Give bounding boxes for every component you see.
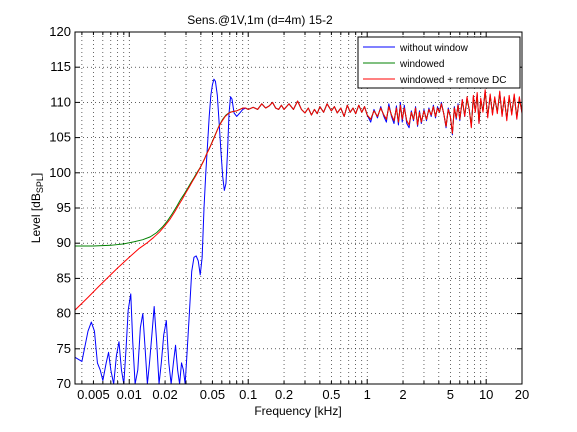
x-tick-label: 0.05	[200, 387, 225, 402]
x-tick-label: 2	[399, 387, 406, 402]
x-tick-label: 1	[364, 387, 371, 402]
y-tick-label: 80	[57, 306, 71, 321]
legend: without window windowed windowed + remove …	[357, 36, 521, 89]
y-tick-label: 110	[50, 94, 71, 109]
series-line-3	[75, 89, 522, 311]
chart-title: Sens.@1V,1m (d=4m) 15-2	[187, 13, 333, 27]
y-tick-label: 75	[57, 341, 71, 356]
x-tick-label: 5	[447, 387, 454, 402]
x-tick-label: 20	[515, 387, 529, 402]
legend-entry-2: windowed	[399, 59, 444, 70]
y-axis-label-close: ]	[29, 173, 43, 176]
y-tick-label: 120	[49, 24, 71, 39]
y-axis-label-main: Level [dB	[29, 193, 43, 243]
y-tick-label: 70	[57, 376, 71, 391]
legend-entry-1: without window	[399, 43, 469, 54]
y-tick-label: 100	[49, 165, 71, 180]
x-axis-label: Frequency [kHz]	[254, 404, 341, 418]
x-tick-label: 0.1	[239, 387, 257, 402]
y-tick-label: 95	[57, 200, 71, 215]
y-tick-label: 85	[57, 270, 71, 285]
legend-entry-3: windowed + remove DC	[399, 75, 506, 86]
y-axis-label: Level [dBSPL]	[29, 173, 45, 243]
y-tick-label: 115	[50, 59, 71, 74]
x-tick-label: 0.5	[322, 387, 340, 402]
y-axis-label-subscript: SPL	[35, 176, 45, 193]
x-tick-label: 0.02	[152, 387, 177, 402]
x-tick-label: 0.01	[117, 387, 142, 402]
y-tick-label: 105	[49, 130, 71, 145]
y-tick-label: 90	[57, 235, 71, 250]
series-lines	[75, 78, 522, 384]
x-tick-label: 10	[479, 387, 493, 402]
x-tick-label: 0.005	[77, 387, 110, 402]
x-tick-label: 0.2	[275, 387, 293, 402]
